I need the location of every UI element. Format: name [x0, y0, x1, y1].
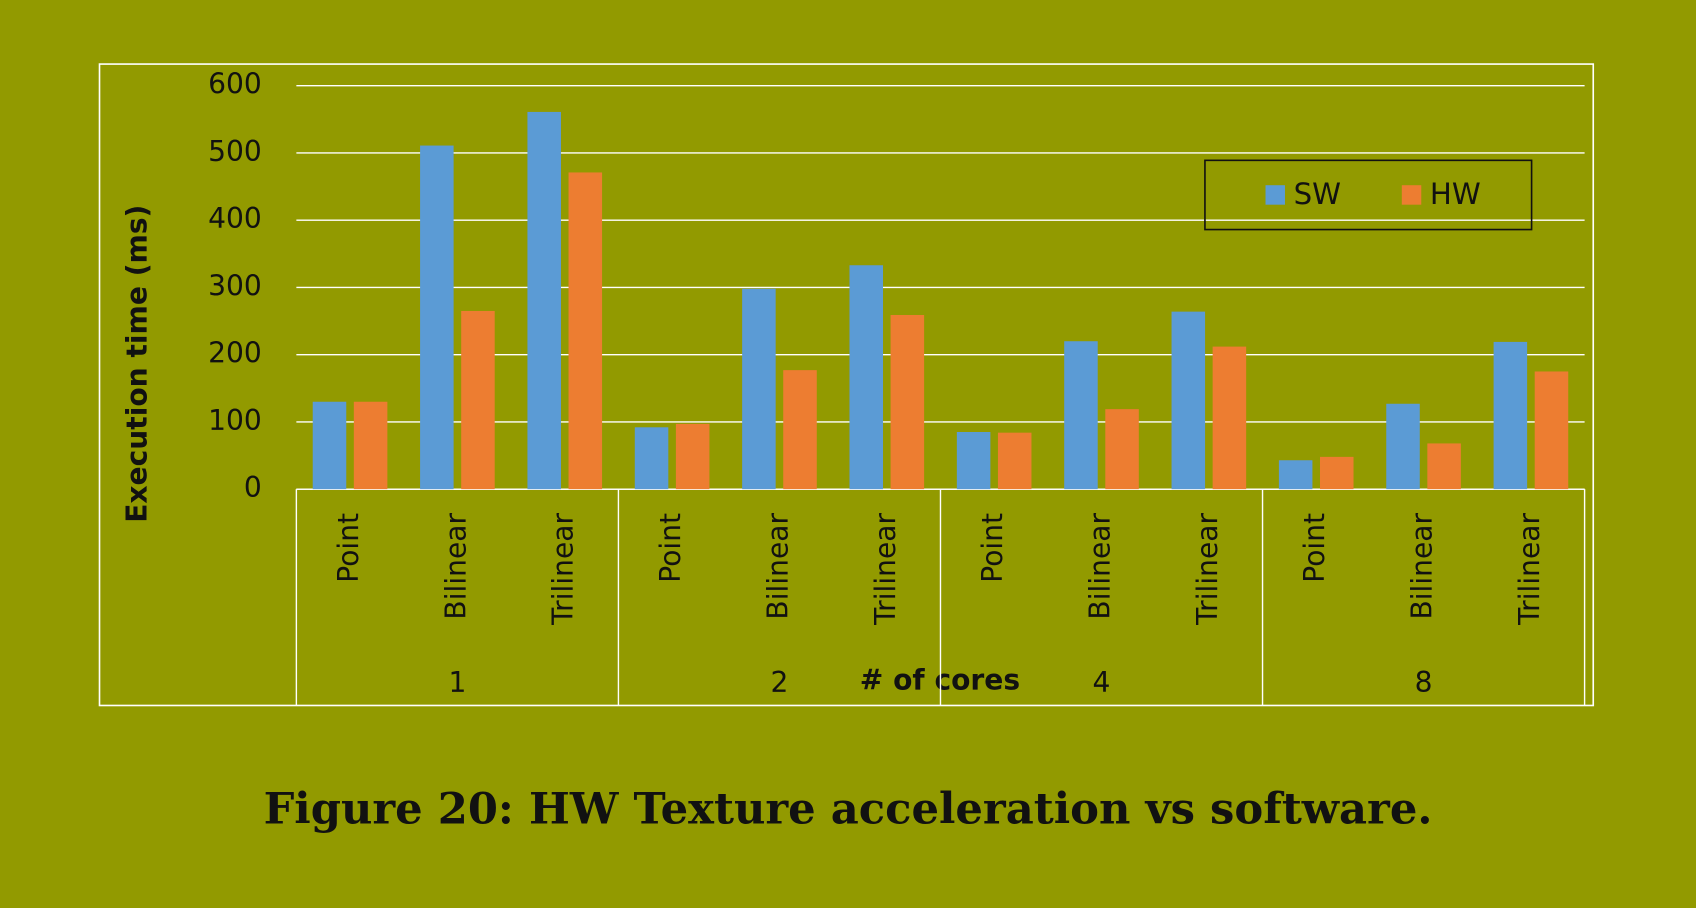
- bar: [783, 370, 817, 490]
- y-tick-label: 400: [208, 202, 262, 235]
- bar: [956, 431, 991, 490]
- legend-label: HW: [1430, 177, 1481, 211]
- bar: [1171, 311, 1206, 490]
- x-tick-label: Bilinear: [1406, 513, 1439, 620]
- group-label: 8: [1415, 666, 1433, 699]
- bar: [1427, 443, 1461, 490]
- bar: [1212, 346, 1247, 490]
- legend-swatch: [1401, 185, 1422, 205]
- bar: [353, 401, 388, 490]
- bar: [890, 314, 925, 490]
- group-label: 4: [1093, 666, 1111, 699]
- bar: [849, 265, 884, 490]
- bar: [634, 427, 669, 490]
- bar: [1493, 341, 1528, 490]
- x-tick-label: Point: [1298, 513, 1331, 583]
- bar: [675, 423, 710, 490]
- bar: [527, 111, 561, 490]
- group-label: 1: [448, 666, 466, 699]
- legend-swatch: [1265, 185, 1285, 205]
- x-tick-label: Trilinear: [869, 513, 902, 626]
- bar: [312, 401, 347, 490]
- y-tick-label: 0: [244, 471, 262, 504]
- bar: [1064, 341, 1098, 490]
- bar: [568, 172, 603, 490]
- y-tick-label: 300: [208, 269, 262, 302]
- x-tick-label: Point: [976, 513, 1009, 583]
- x-tick-label: Bilinear: [439, 513, 472, 620]
- caption: Figure 20: HW Texture acceleration vs so…: [264, 784, 1433, 835]
- bar: [1278, 460, 1313, 490]
- x-tick-label: Bilinear: [1084, 513, 1117, 620]
- y-tick-label: 200: [208, 337, 262, 370]
- x-tick-label: Point: [654, 513, 687, 583]
- y-tick-label: 600: [208, 68, 262, 101]
- bar: [1319, 456, 1354, 490]
- bar: [1386, 403, 1420, 490]
- legend-box: [1204, 159, 1533, 231]
- chart-frame: [98, 63, 1595, 707]
- bar: [1105, 409, 1139, 490]
- x-tick-label: Point: [332, 513, 365, 583]
- y-tick-label: 100: [208, 404, 262, 437]
- y-tick-label: 500: [208, 135, 262, 168]
- bar: [742, 288, 776, 490]
- bar: [461, 310, 495, 490]
- x-tick-label: Trilinear: [1513, 513, 1546, 626]
- group-label: 2: [771, 666, 789, 699]
- bar: [420, 145, 454, 490]
- bar: [997, 432, 1032, 490]
- x-tick-label: Bilinear: [761, 513, 794, 620]
- x-tick-label: Trilinear: [1191, 513, 1224, 626]
- x-tick-label: Trilinear: [547, 513, 580, 626]
- bar: [1534, 371, 1569, 490]
- legend-label: SW: [1294, 177, 1341, 211]
- y-axis-label: Execution time (ms): [120, 205, 153, 523]
